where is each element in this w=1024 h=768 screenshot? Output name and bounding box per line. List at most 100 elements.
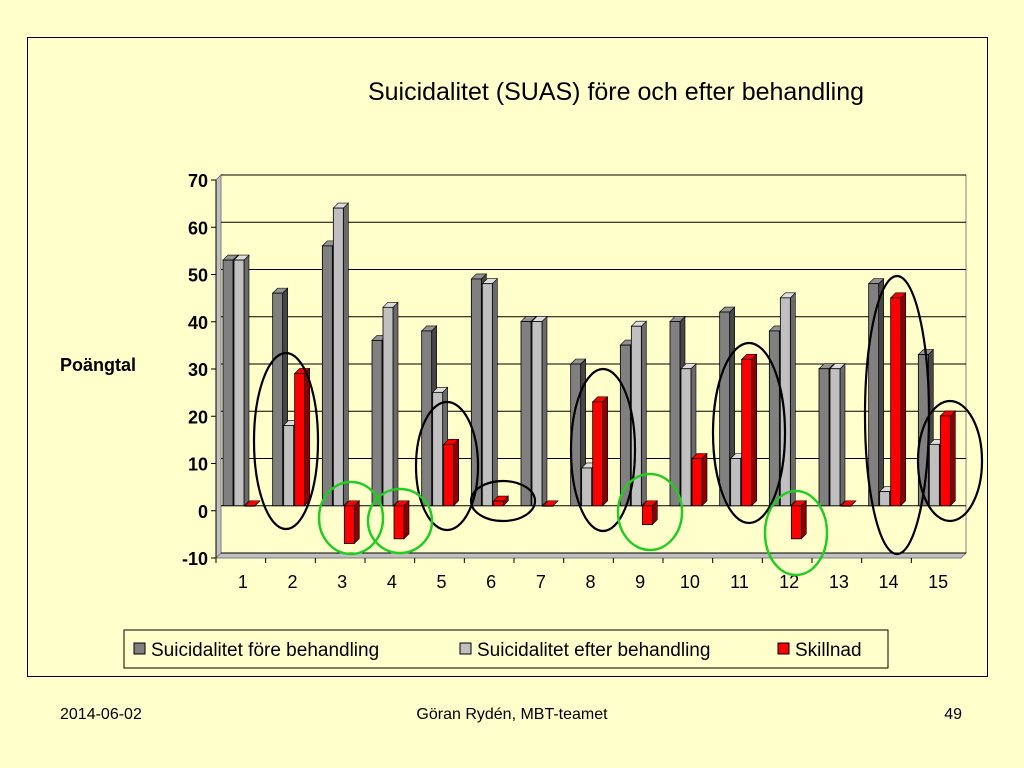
y-axis-label: Poängtal [60, 355, 136, 375]
bar-side [243, 254, 250, 507]
bar-3-cat-8 [592, 401, 604, 507]
legend-swatch [777, 642, 790, 655]
bar-2-cat-15 [928, 443, 940, 507]
bar-chart: Suicidalitet (SUAS) före och efter behan… [60, 78, 984, 669]
chart-title: Suicidalitet (SUAS) före och efter behan… [368, 78, 864, 106]
bar-side [900, 292, 906, 507]
legend-label: Skillnad [795, 640, 862, 661]
x-tick-label: 11 [730, 572, 749, 592]
bar-side [492, 277, 498, 507]
y-tick-label: 50 [188, 266, 208, 286]
x-tick-label: 14 [878, 572, 898, 592]
bar-1-cat-11 [719, 311, 731, 507]
legend-label: Suicidalitet efter behandling [477, 640, 710, 661]
bar-2-cat-6 [481, 283, 493, 507]
y-tick-label: 30 [188, 360, 208, 380]
y-tick-label: 40 [188, 313, 208, 333]
bar-2-cat-12 [779, 297, 791, 507]
black-circle-annotation [711, 341, 787, 525]
bar-3-cat-2 [294, 373, 306, 507]
bar-1-cat-13 [818, 368, 830, 507]
plot-side-wall [215, 173, 222, 560]
bar-3-cat-6 [492, 500, 504, 507]
x-tick-label: 2 [287, 572, 297, 592]
bar-1-cat-3 [321, 245, 333, 507]
y-tick-label: 0 [198, 502, 208, 522]
bar-3-cat-7 [542, 505, 554, 507]
bar-3-cat-14 [890, 297, 902, 507]
y-tick-label: 70 [188, 171, 208, 191]
x-tick-label: 8 [585, 572, 595, 592]
x-tick-label: 9 [635, 572, 645, 592]
bar-2-cat-5 [432, 391, 444, 507]
bar-side [453, 438, 459, 507]
black-circle-annotation [569, 367, 637, 533]
bar-2-cat-3 [332, 207, 344, 507]
bar-1-cat-6 [470, 278, 482, 507]
bar-3-cat-13 [840, 505, 852, 507]
y-tick-label: 60 [188, 218, 208, 238]
bar-side [541, 315, 548, 507]
legend-swatch [133, 642, 146, 655]
black-circle-annotation [916, 399, 984, 523]
bar-2-cat-2 [283, 425, 295, 507]
x-tick-label: 3 [337, 572, 347, 592]
chart-frame: Suicidalitet (SUAS) före och efter behan… [27, 37, 988, 677]
bar-side [304, 367, 310, 507]
x-tick-label: 12 [779, 572, 799, 592]
bar-side [602, 396, 608, 507]
bar-side [701, 452, 708, 507]
green-circle-annotation [763, 489, 829, 577]
black-circle-annotation [252, 351, 320, 531]
bar-3-cat-9 [641, 505, 653, 526]
footer-date: 2014-06-02 [60, 706, 142, 723]
bar-2-cat-7 [531, 321, 543, 507]
x-tick-label: 1 [238, 572, 248, 592]
green-circle-annotation [366, 487, 434, 555]
green-circle-annotation [317, 480, 385, 556]
legend-swatch [459, 642, 472, 655]
bar-3-cat-15 [939, 415, 951, 507]
bar-1-cat-4 [371, 339, 383, 507]
bar-1-cat-10 [669, 321, 681, 507]
bar-1-cat-2 [272, 292, 284, 507]
y-tick-label: 10 [188, 455, 208, 475]
bar-2-cat-8 [581, 467, 593, 507]
plot-floor [214, 552, 968, 559]
bar-side [403, 500, 410, 540]
footer-page-number: 49 [944, 706, 962, 723]
bar-2-cat-10 [680, 368, 692, 507]
legend-label: Suicidalitet före behandling [151, 640, 379, 661]
x-tick-label: 7 [536, 572, 546, 592]
bar-1-cat-9 [619, 344, 631, 507]
x-tick-label: 10 [680, 572, 700, 592]
bar-1-cat-1 [222, 259, 234, 507]
bar-side [790, 292, 796, 507]
y-tick-label: -10 [182, 549, 208, 569]
x-tick-label: 15 [928, 572, 948, 592]
bar-side [751, 353, 757, 507]
bar-2-cat-1 [233, 259, 245, 507]
black-circle-annotation [414, 400, 480, 532]
bar-3-cat-11 [741, 358, 753, 507]
bar-side [801, 500, 807, 540]
bar-side [392, 301, 399, 507]
bar-3-cat-1 [244, 505, 256, 507]
bar-2-cat-13 [829, 368, 841, 507]
bar-2-cat-11 [730, 458, 742, 507]
footer-author: Göran Rydén, MBT-teamet [416, 706, 608, 723]
bar-side [950, 410, 956, 507]
legend-box [123, 629, 889, 669]
x-tick-label: 6 [486, 572, 496, 592]
bar-3-cat-4 [393, 505, 405, 540]
bar-2-cat-14 [879, 491, 891, 507]
bar-side [354, 500, 360, 545]
bar-side [641, 320, 647, 507]
bar-side [343, 202, 349, 507]
bar-3-cat-10 [691, 458, 703, 507]
bar-1-cat-12 [768, 330, 780, 507]
x-tick-label: 4 [387, 572, 397, 592]
bar-1-cat-7 [520, 321, 532, 507]
bar-side [878, 277, 884, 507]
y-tick-label: 20 [188, 407, 208, 427]
